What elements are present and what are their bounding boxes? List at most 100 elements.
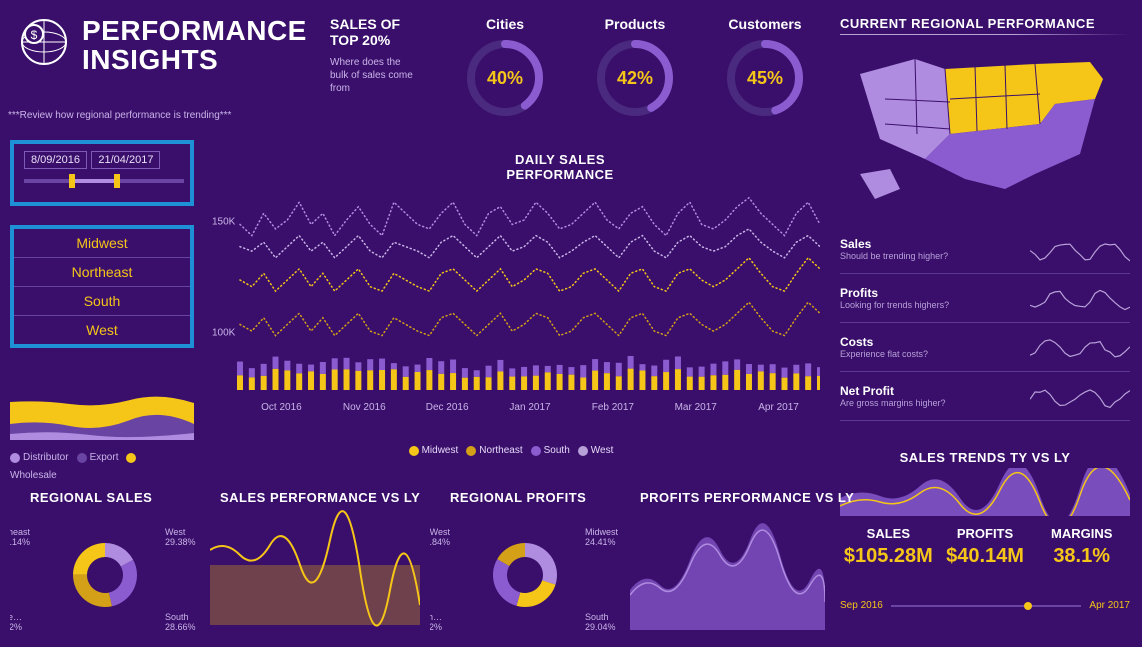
metric-profits: PROFITS $40.14M (937, 526, 1034, 568)
region-west[interactable]: West (14, 316, 190, 344)
svg-text:Nov 2016: Nov 2016 (343, 402, 386, 413)
svg-text:North…: North… (430, 612, 442, 622)
regional-performance-title: CURRENT REGIONAL PERFORMANCE (840, 16, 1095, 31)
perf-subtitle: Looking for trends highers? (840, 300, 1010, 310)
title-line1: PERFORMANCE (82, 15, 307, 46)
svg-text:16.72%: 16.72% (430, 622, 442, 632)
perf-subtitle: Are gross margins higher? (840, 398, 1010, 408)
gauge-cities[interactable]: Cities 40% (450, 16, 560, 118)
regional-profits-donut[interactable]: West29.84%Midwest24.41%South29.04%North…… (430, 510, 620, 640)
profits-vs-ly-title: PROFITS PERFORMANCE VS LY (640, 490, 854, 505)
legend-label: Export (90, 452, 119, 463)
gauge-products[interactable]: Products 42% (580, 16, 690, 118)
region-midwest[interactable]: Midwest (14, 229, 190, 258)
perf-title: Net Profit (840, 384, 1010, 398)
slider-handle-from[interactable] (69, 174, 75, 188)
page-subtitle: ***Review how regional performance is tr… (8, 110, 231, 121)
legend-dot (10, 453, 20, 463)
legend-dot (409, 446, 419, 456)
legend-label: Northeast (479, 445, 522, 456)
distributor-mini-chart[interactable]: Distributor Export Wholesale (10, 390, 194, 485)
summary-metrics: SALES $105.28MPROFITS $40.14MMARGINS 38.… (840, 526, 1130, 568)
us-map[interactable] (855, 44, 1130, 204)
slider-handle-to[interactable] (114, 174, 120, 188)
metric-title: MARGINS (1033, 526, 1130, 541)
page-title: PERFORMANCE INSIGHTS (82, 16, 307, 75)
profits-vs-ly-chart[interactable] (630, 510, 825, 640)
perf-subtitle: Should be trending higher? (840, 251, 1010, 261)
legend-label: Midwest (422, 445, 459, 456)
svg-text:South: South (585, 612, 609, 622)
regional-profits-title: REGIONAL PROFITS (450, 490, 586, 505)
sales-trends-title: SALES TRENDS TY VS LY (840, 450, 1130, 465)
legend-label: South (544, 445, 570, 456)
metric-title: PROFITS (937, 526, 1034, 541)
svg-text:Dec 2016: Dec 2016 (426, 402, 469, 413)
svg-text:100K: 100K (212, 328, 236, 339)
legend-label: Distributor (23, 452, 69, 463)
svg-text:Midwest: Midwest (585, 527, 619, 537)
metric-title: SALES (840, 526, 937, 541)
performance-metrics-list: Sales Should be trending higher? Profits… (840, 225, 1130, 421)
title-line2: INSIGHTS (82, 44, 218, 75)
timeline-row: Sep 2016 Apr 2017 (840, 600, 1130, 611)
perf-title: Profits (840, 286, 1010, 300)
gauge-customers[interactable]: Customers 45% (710, 16, 820, 118)
svg-text:29.38%: 29.38% (165, 537, 196, 547)
sales-trends-chart[interactable] (840, 468, 1130, 516)
sparkline (1030, 378, 1130, 414)
timeline-to: Apr 2017 (1089, 600, 1130, 611)
svg-text:Mar 2017: Mar 2017 (675, 402, 718, 413)
svg-text:Northeast: Northeast (10, 527, 30, 537)
legend-dot (77, 453, 87, 463)
perf-row-net-profit[interactable]: Net Profit Are gross margins higher? (840, 372, 1130, 421)
metric-margins: MARGINS 38.1% (1033, 526, 1130, 568)
perf-title: Costs (840, 335, 1010, 349)
metric-value: 38.1% (1033, 545, 1130, 568)
metric-value: $105.28M (840, 545, 937, 568)
sparkline (1030, 231, 1130, 267)
gauge-value: 40% (465, 38, 545, 118)
legend-label: Wholesale (10, 470, 57, 481)
logo-icon: $ (18, 16, 70, 73)
perf-subtitle: Experience flat costs? (840, 349, 1010, 359)
legend-dot (466, 446, 476, 456)
date-slider[interactable] (24, 179, 184, 183)
perf-title: Sales (840, 237, 1010, 251)
sparkline (1030, 280, 1130, 316)
perf-row-costs[interactable]: Costs Experience flat costs? (840, 323, 1130, 372)
svg-text:Apr 2017: Apr 2017 (758, 402, 799, 413)
region-filter[interactable]: MidwestNortheastSouthWest (10, 225, 194, 348)
gauge-value: 45% (725, 38, 805, 118)
date-to-input[interactable]: 21/04/2017 (91, 151, 160, 169)
date-from-input[interactable]: 8/09/2016 (24, 151, 87, 169)
timeline-from: Sep 2016 (840, 600, 883, 611)
sales-vs-ly-chart[interactable] (210, 510, 420, 640)
regional-sales-title: REGIONAL SALES (30, 490, 152, 505)
gauge-label: Customers (710, 16, 820, 32)
sales-vs-ly-title: SALES PERFORMANCE VS LY (220, 490, 420, 505)
sparkline (1030, 329, 1130, 365)
svg-text:Jan 2017: Jan 2017 (509, 402, 551, 413)
region-south[interactable]: South (14, 287, 190, 316)
date-range-filter[interactable]: 8/09/2016 21/04/2017 (10, 140, 194, 206)
svg-text:150K: 150K (212, 216, 236, 227)
svg-text:$: $ (31, 28, 38, 42)
regional-sales-donut[interactable]: Northeast17.14%West29.38%South28.66%Midw… (10, 510, 200, 640)
gauge-label: Products (580, 16, 690, 32)
svg-text:28.66%: 28.66% (165, 622, 196, 632)
svg-text:West: West (430, 527, 450, 537)
svg-text:29.04%: 29.04% (585, 622, 616, 632)
svg-text:24.41%: 24.41% (585, 537, 616, 547)
region-northeast[interactable]: Northeast (14, 258, 190, 287)
legend-dot (578, 446, 588, 456)
perf-row-profits[interactable]: Profits Looking for trends highers? (840, 274, 1130, 323)
perf-row-sales[interactable]: Sales Should be trending higher? (840, 225, 1130, 274)
svg-text:Feb 2017: Feb 2017 (592, 402, 635, 413)
metric-value: $40.14M (937, 545, 1034, 568)
legend-dot (126, 453, 136, 463)
svg-text:Oct 2016: Oct 2016 (261, 402, 302, 413)
gauge-value: 42% (595, 38, 675, 118)
daily-sales-chart[interactable]: 150K 100K Oct 2016 Nov 2016 Dec 2016 Jan 2017… (210, 175, 820, 455)
svg-text:South: South (165, 612, 189, 622)
